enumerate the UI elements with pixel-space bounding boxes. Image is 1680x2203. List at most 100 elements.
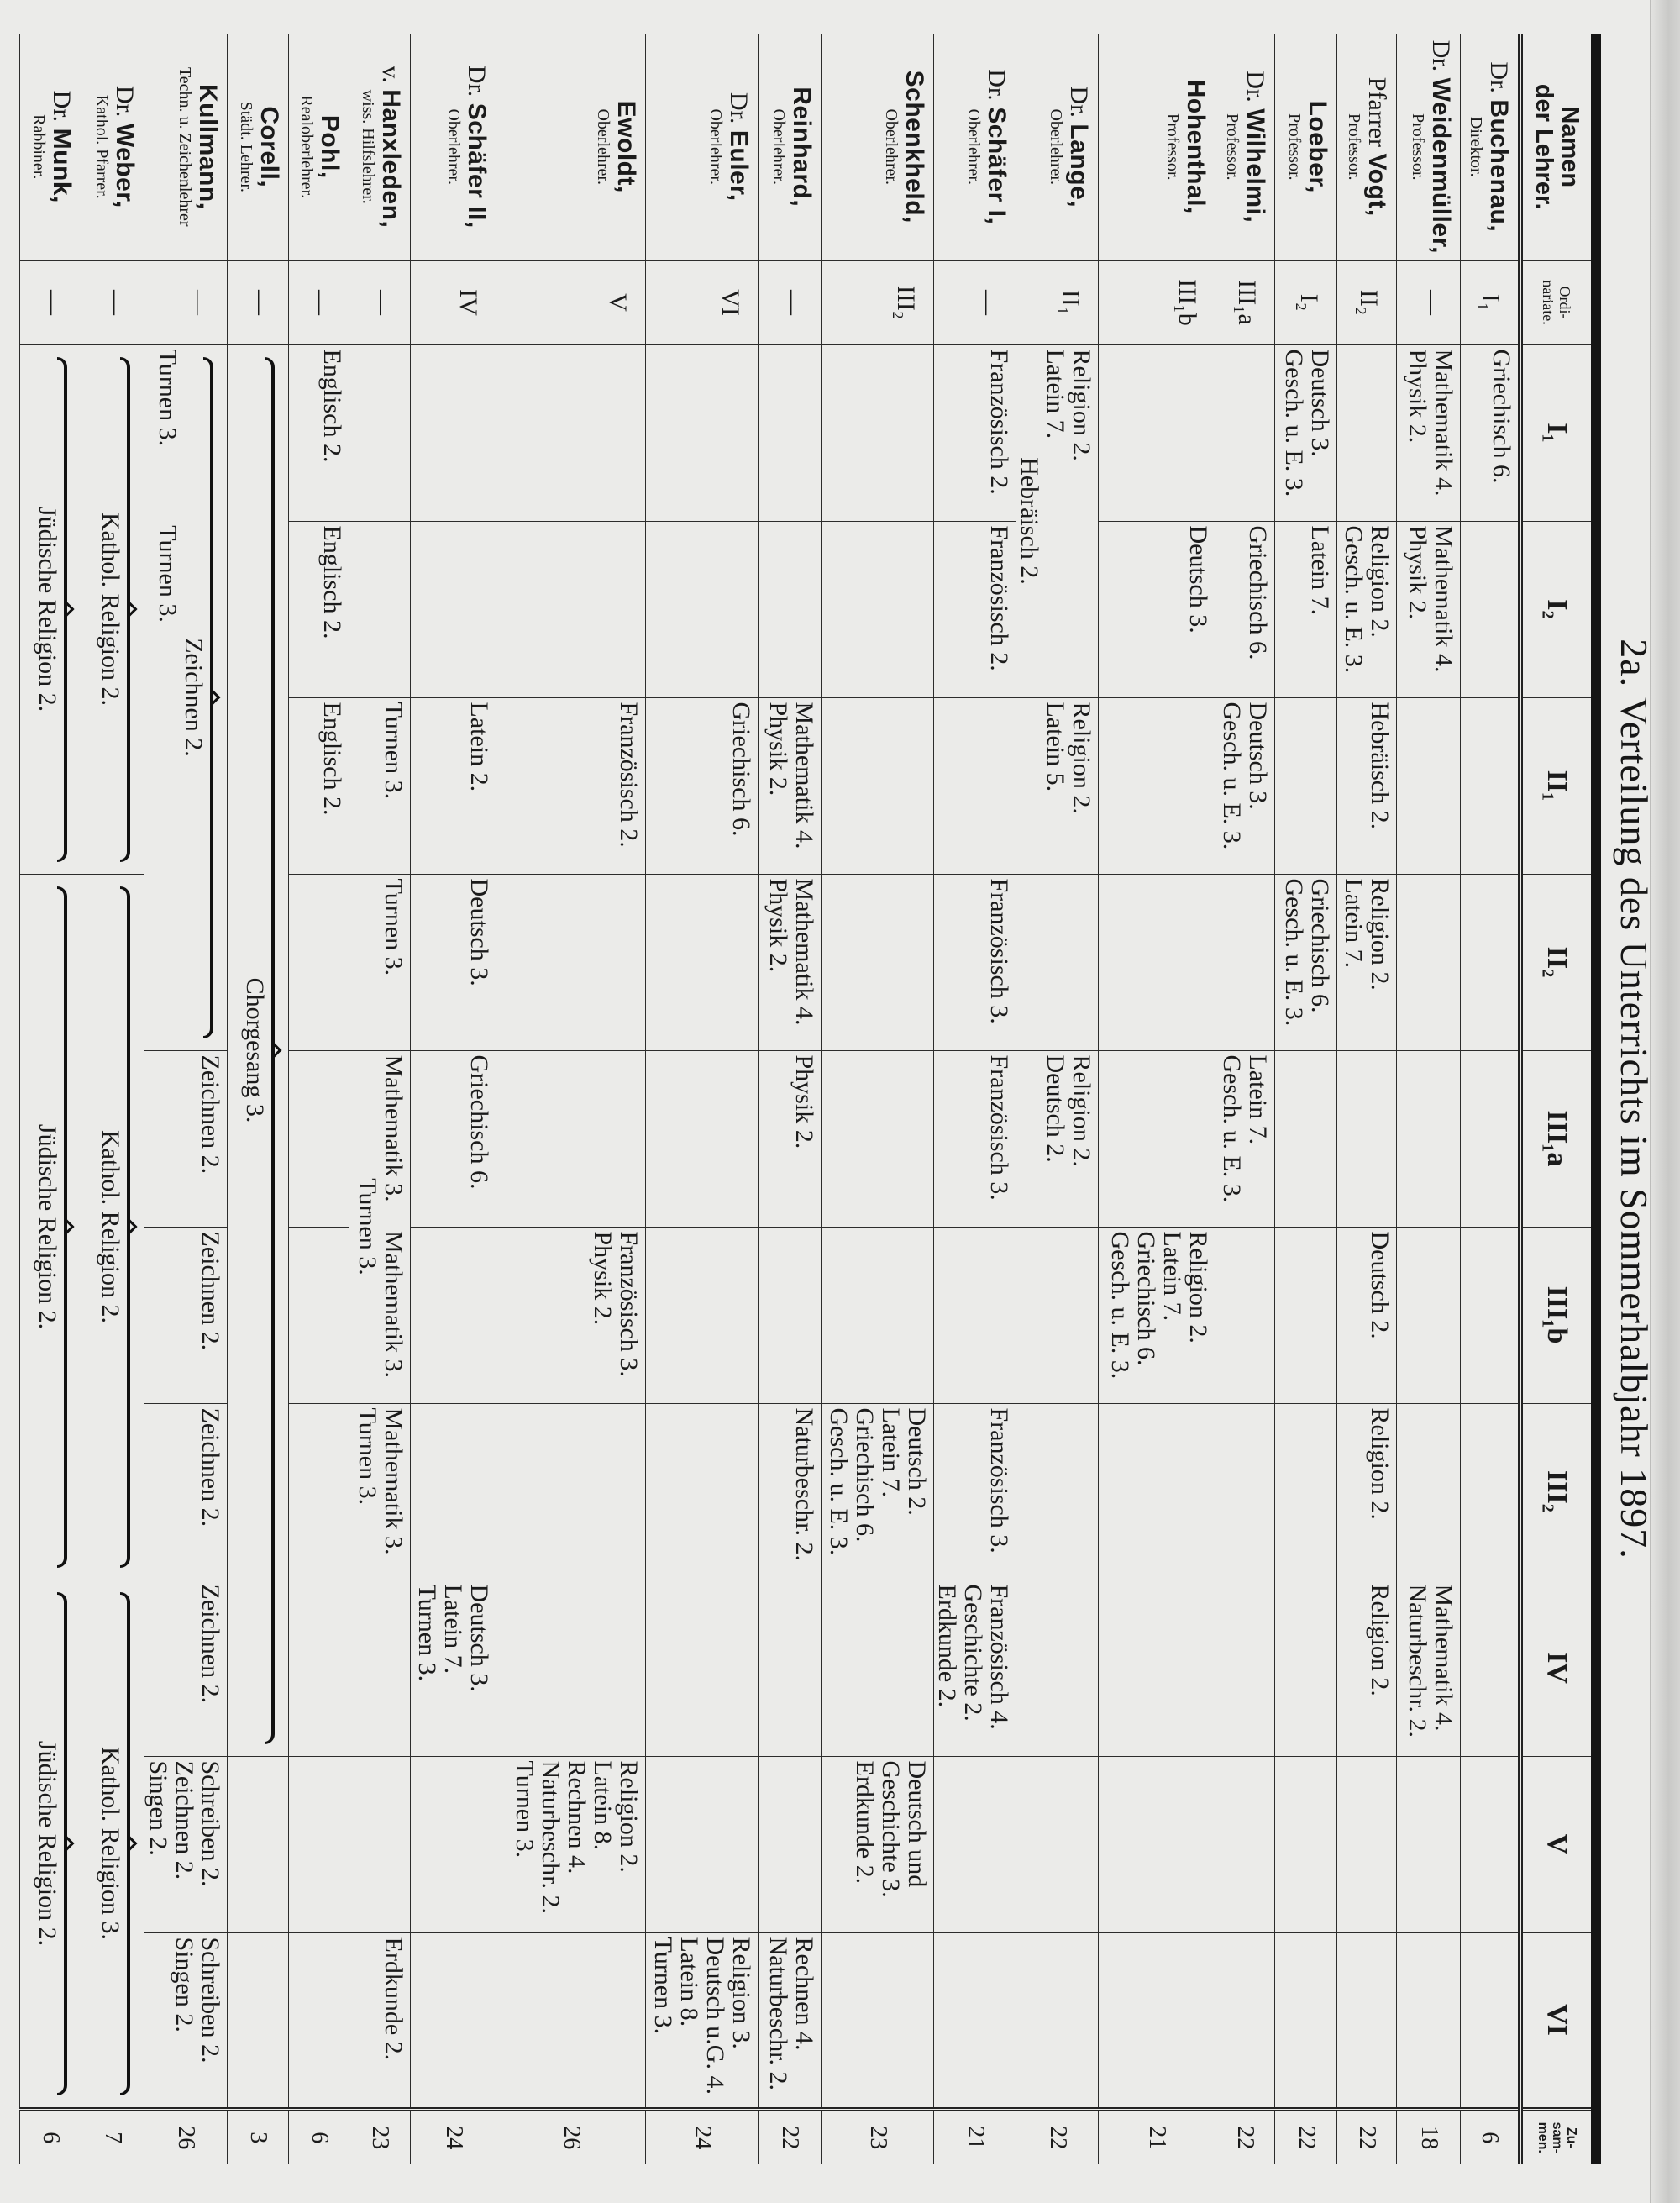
lesson-line: Latein 8.	[675, 1937, 704, 2027]
empty-cell	[759, 1227, 822, 1403]
lesson-cell: Französisch 3.	[934, 874, 1016, 1050]
brace-icon	[60, 1592, 75, 2095]
teacher-row: Ewoldt, Oberlehrer. V Französisch 2. Französ…	[496, 34, 646, 2164]
teacher-name: Kullmann,	[195, 34, 223, 260]
lesson-line: Religion 2.	[1068, 702, 1096, 814]
empty-cell	[1461, 697, 1520, 874]
lesson-cell: Zeichnen 2.	[144, 1403, 228, 1580]
lesson-line: Zeichnen 2.	[171, 1760, 199, 1880]
brace-tip-icon	[207, 690, 221, 705]
lesson-cell: Religion 2.	[1337, 1580, 1397, 1756]
lesson-cell: Französisch 3.	[934, 1050, 1016, 1227]
empty-cell	[1016, 1403, 1099, 1580]
lesson-line: Turnen 3.	[154, 525, 182, 623]
teacher-name: Schenkheld,	[901, 34, 929, 260]
teacher-row: Corell, Städt. Lehrer. — Chorgesang 3. 3	[228, 34, 289, 2164]
teacher-row: Dr. Lange, Oberlehrer. II₁ Religion 2. Latei…	[1016, 34, 1099, 2164]
teacher-name: Pohl,	[317, 34, 344, 260]
lesson-line: Griechisch 6.	[1244, 525, 1273, 660]
lesson-cell: Griechisch 6.	[411, 1050, 496, 1227]
empty-cell	[934, 1227, 1016, 1403]
empty-cell	[1337, 1932, 1397, 2109]
lesson-line: Latein 7.	[439, 1584, 468, 1675]
lesson-cell: Physik 2.	[759, 1050, 822, 1227]
name-prefix: Dr.	[983, 69, 1011, 101]
empty-cell	[1461, 874, 1520, 1050]
lesson-line: Griechisch 6.	[851, 1407, 879, 1543]
teacher-role: Professor.	[1285, 113, 1305, 181]
teacher-name-cell: Reinhard, Oberlehrer.	[759, 34, 822, 260]
name-prefix: Dr.	[1065, 86, 1094, 118]
teacher-name-cell: Schenkheld, Oberlehrer.	[822, 34, 934, 260]
lesson-cell: Naturbeschr. 2.	[759, 1403, 822, 1580]
teacher-role: Professor.	[1163, 113, 1183, 181]
lesson-line: Mathematik 3.	[380, 1407, 408, 1555]
teacher-name: Dr. Buchenau,	[1485, 34, 1513, 260]
lesson-cell: Mathematik 3. Turnen 3.	[349, 1403, 411, 1580]
ordinariat-cell: I₁	[1461, 260, 1520, 344]
empty-cell	[411, 521, 496, 697]
total-hours: 3	[228, 2109, 289, 2164]
lesson-line: Religion 2.	[1366, 525, 1394, 638]
lesson-line: Gesch. u. E. 3.	[1280, 878, 1309, 1027]
teacher-surname: Kullmann,	[194, 83, 223, 210]
teacher-row: Reinhard, Oberlehrer. — Mathematik 4. Physik…	[759, 34, 822, 2164]
teacher-row: Dr. Munk, Rabbiner. — Jüdische Religion 2. J…	[20, 34, 81, 2164]
empty-cell	[822, 1932, 934, 2109]
empty-cell	[289, 1403, 349, 1580]
class-part: Mathematik 3.	[381, 1227, 408, 1403]
lesson-cell: Französisch 2.	[934, 344, 1016, 521]
lesson-line: Mathematik 3.	[380, 1054, 408, 1202]
total-hours: 24	[411, 2109, 496, 2164]
empty-cell	[1099, 1756, 1215, 1932]
lesson-line: Religion 2.	[1366, 878, 1394, 991]
header-ordinariate-line: Ordi-	[1557, 286, 1574, 319]
lesson-line: Turnen 3.	[413, 1584, 442, 1682]
empty-cell	[496, 1403, 646, 1580]
empty-cell	[646, 874, 759, 1050]
teacher-role: Professor.	[1223, 113, 1242, 181]
teacher-name-cell: v. Hanxleden, wiss. Hilfslehrer.	[349, 34, 411, 260]
header-class: III₁b	[1520, 1227, 1596, 1403]
lesson-cell: Deutsch und Geschichte 3. Erdkunde 2.	[822, 1756, 934, 1932]
total-hours: 22	[1275, 2109, 1337, 2164]
header-total-line: Zu-	[1564, 2127, 1578, 2148]
header-total: Zu-sam-men.	[1520, 2109, 1596, 2164]
teacher-name: Hohenthal,	[1183, 34, 1210, 260]
teacher-role: Oberlehrer.	[444, 108, 464, 185]
brace-icon	[123, 1592, 138, 2095]
header-class: I₂	[1520, 521, 1596, 697]
header-name-line: Namen	[1557, 106, 1584, 188]
lesson-line: Gesch. u. E. 3.	[1218, 1054, 1247, 1203]
lesson-line: Französisch 3.	[615, 1231, 643, 1377]
lesson-line: Schreiben 2.	[197, 1760, 225, 1887]
lesson-cell: Zeichnen 2.	[144, 1227, 228, 1403]
lesson-line: Schreiben 2.	[197, 1937, 225, 2064]
lesson-line: Deutsch 3.	[1306, 349, 1335, 457]
lesson-cell: Turnen 3.	[349, 697, 411, 874]
combined-lesson-cell: Kathol. Religion 2.	[81, 344, 144, 874]
lesson-line: Mathematik 4.	[790, 878, 819, 1026]
lesson-line: Gesch. u. E. 3.	[1280, 349, 1309, 497]
teacher-row: Kullmann, Techn. u. Zeichenlehrer — Zeichne…	[144, 34, 228, 2164]
teacher-name-cell: Ewoldt, Oberlehrer.	[496, 34, 646, 260]
teacher-name-cell: Dr. Buchenau, Direktor.	[1461, 34, 1520, 260]
lesson-line: Latein 7.	[1042, 349, 1070, 439]
total-hours: 21	[934, 2109, 1016, 2164]
empty-cell	[1275, 697, 1337, 874]
teacher-surname: Loeber,	[1304, 100, 1332, 193]
empty-cell	[496, 1050, 646, 1227]
teacher-name: Dr. Weidenmüller,	[1428, 34, 1456, 260]
empty-cell	[759, 1756, 822, 1932]
lesson-cell: Hebräisch 2.	[1337, 697, 1397, 874]
lesson-line: Englisch 2.	[318, 702, 347, 816]
empty-cell	[1275, 1580, 1337, 1756]
lesson-line: Französisch 3.	[985, 1054, 1014, 1201]
lesson-cell: Mathematik 4. Physik 2.	[759, 874, 822, 1050]
lesson-cell: Religion 2. Latein 5.	[1016, 697, 1099, 874]
header-class: III₂	[1520, 1403, 1596, 1580]
empty-cell	[1099, 874, 1215, 1050]
combined-lesson: Hebräisch 2.	[1016, 457, 1044, 585]
total-hours: 7	[81, 2109, 144, 2164]
lesson-line: Französisch 3.	[985, 1407, 1014, 1554]
